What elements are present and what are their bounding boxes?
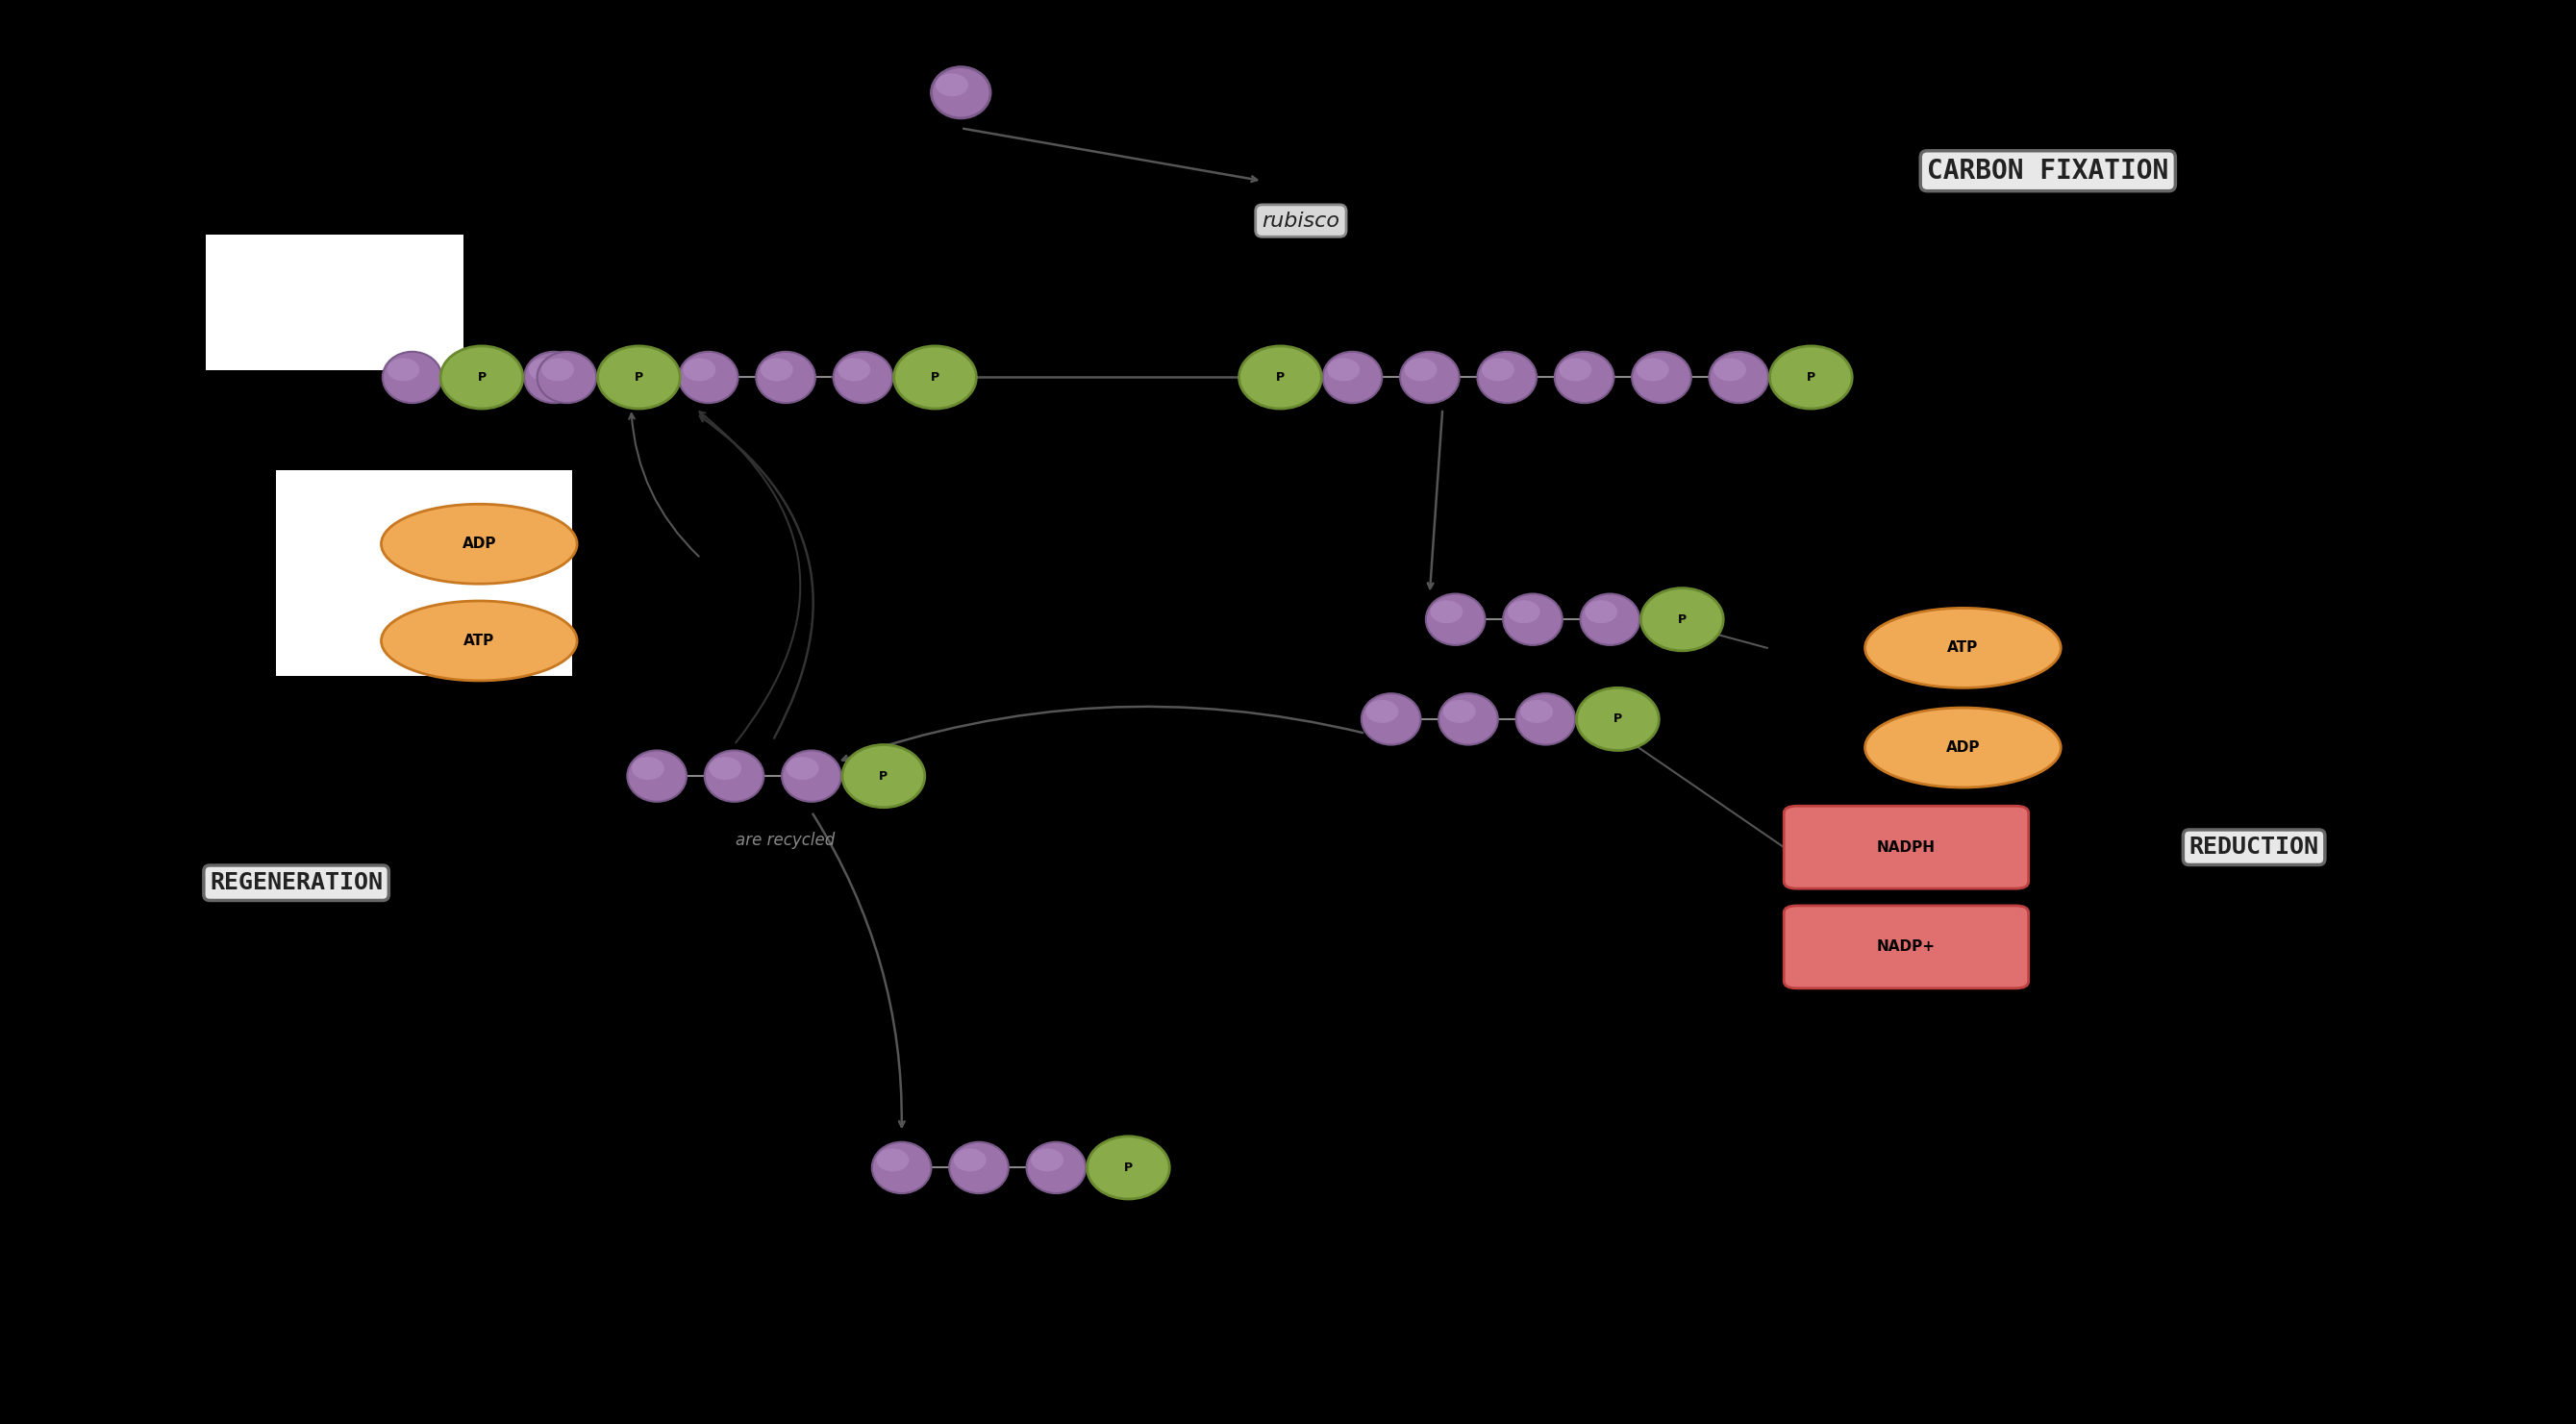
Ellipse shape xyxy=(1030,1148,1064,1172)
Ellipse shape xyxy=(894,346,976,409)
Ellipse shape xyxy=(760,359,793,382)
Ellipse shape xyxy=(1404,359,1437,382)
Ellipse shape xyxy=(706,750,765,802)
Text: P: P xyxy=(1275,372,1285,383)
Text: P: P xyxy=(1677,614,1687,625)
Ellipse shape xyxy=(708,756,742,780)
Ellipse shape xyxy=(757,352,817,403)
Ellipse shape xyxy=(680,352,737,403)
Ellipse shape xyxy=(1476,352,1535,403)
Ellipse shape xyxy=(1507,601,1540,624)
Text: rubisco: rubisco xyxy=(1262,211,1340,231)
Ellipse shape xyxy=(876,1148,909,1172)
Ellipse shape xyxy=(935,73,969,97)
Text: REDUCTION: REDUCTION xyxy=(2190,836,2318,859)
Ellipse shape xyxy=(1865,608,2061,688)
Text: ATP: ATP xyxy=(1947,641,1978,655)
Ellipse shape xyxy=(871,1142,933,1193)
Ellipse shape xyxy=(381,601,577,681)
Text: are recycled: are recycled xyxy=(737,832,835,849)
Ellipse shape xyxy=(1520,701,1553,723)
Ellipse shape xyxy=(386,359,420,382)
Ellipse shape xyxy=(933,67,989,118)
Text: P: P xyxy=(878,770,889,782)
Ellipse shape xyxy=(1515,693,1574,745)
Ellipse shape xyxy=(1584,601,1618,624)
Text: P: P xyxy=(930,372,940,383)
Ellipse shape xyxy=(837,359,871,382)
Ellipse shape xyxy=(1865,708,2061,787)
Ellipse shape xyxy=(1437,693,1499,745)
Ellipse shape xyxy=(1401,352,1461,403)
Ellipse shape xyxy=(842,745,925,807)
Ellipse shape xyxy=(1239,346,1321,409)
Ellipse shape xyxy=(631,756,665,780)
Text: P: P xyxy=(1123,1162,1133,1173)
Ellipse shape xyxy=(626,750,685,802)
Text: P: P xyxy=(634,372,644,383)
FancyBboxPatch shape xyxy=(1783,906,2030,988)
Ellipse shape xyxy=(598,346,680,409)
Ellipse shape xyxy=(1641,588,1723,651)
Ellipse shape xyxy=(786,756,819,780)
Ellipse shape xyxy=(605,359,639,382)
Text: NADP+: NADP+ xyxy=(1878,940,1935,954)
Text: REGENERATION: REGENERATION xyxy=(209,871,384,894)
Ellipse shape xyxy=(1770,346,1852,409)
Ellipse shape xyxy=(1577,688,1659,750)
Text: ADP: ADP xyxy=(461,537,497,551)
Ellipse shape xyxy=(1713,359,1747,382)
Ellipse shape xyxy=(1425,594,1484,645)
Ellipse shape xyxy=(1710,352,1770,403)
Ellipse shape xyxy=(953,1148,987,1172)
Text: P: P xyxy=(1806,372,1816,383)
Text: NADPH: NADPH xyxy=(1878,840,1935,854)
Ellipse shape xyxy=(1365,701,1399,723)
Ellipse shape xyxy=(1636,359,1669,382)
Ellipse shape xyxy=(538,352,595,403)
Text: CARBON FIXATION: CARBON FIXATION xyxy=(1927,158,2169,184)
Ellipse shape xyxy=(1558,359,1592,382)
Ellipse shape xyxy=(381,352,443,403)
Ellipse shape xyxy=(1025,1142,1087,1193)
Ellipse shape xyxy=(1502,594,1561,645)
FancyBboxPatch shape xyxy=(276,470,572,676)
Ellipse shape xyxy=(526,352,582,403)
Text: P: P xyxy=(477,372,487,383)
Ellipse shape xyxy=(541,359,574,382)
Ellipse shape xyxy=(1579,594,1641,645)
Ellipse shape xyxy=(1324,352,1383,403)
Ellipse shape xyxy=(1633,352,1692,403)
Ellipse shape xyxy=(1430,601,1463,624)
Text: P: P xyxy=(1613,713,1623,725)
Ellipse shape xyxy=(528,359,562,382)
Ellipse shape xyxy=(1360,693,1422,745)
Ellipse shape xyxy=(1556,352,1613,403)
Ellipse shape xyxy=(464,359,497,382)
Ellipse shape xyxy=(683,359,716,382)
Ellipse shape xyxy=(1443,701,1476,723)
Text: ADP: ADP xyxy=(1945,740,1981,755)
Ellipse shape xyxy=(783,750,840,802)
FancyBboxPatch shape xyxy=(1783,806,2030,889)
FancyBboxPatch shape xyxy=(206,235,464,370)
Ellipse shape xyxy=(600,352,659,403)
Ellipse shape xyxy=(1087,1136,1170,1199)
Text: ATP: ATP xyxy=(464,634,495,648)
Ellipse shape xyxy=(381,504,577,584)
Ellipse shape xyxy=(1327,359,1360,382)
Ellipse shape xyxy=(835,352,894,403)
Ellipse shape xyxy=(440,346,523,409)
Ellipse shape xyxy=(948,1142,1010,1193)
Ellipse shape xyxy=(1481,359,1515,382)
Ellipse shape xyxy=(459,352,518,403)
